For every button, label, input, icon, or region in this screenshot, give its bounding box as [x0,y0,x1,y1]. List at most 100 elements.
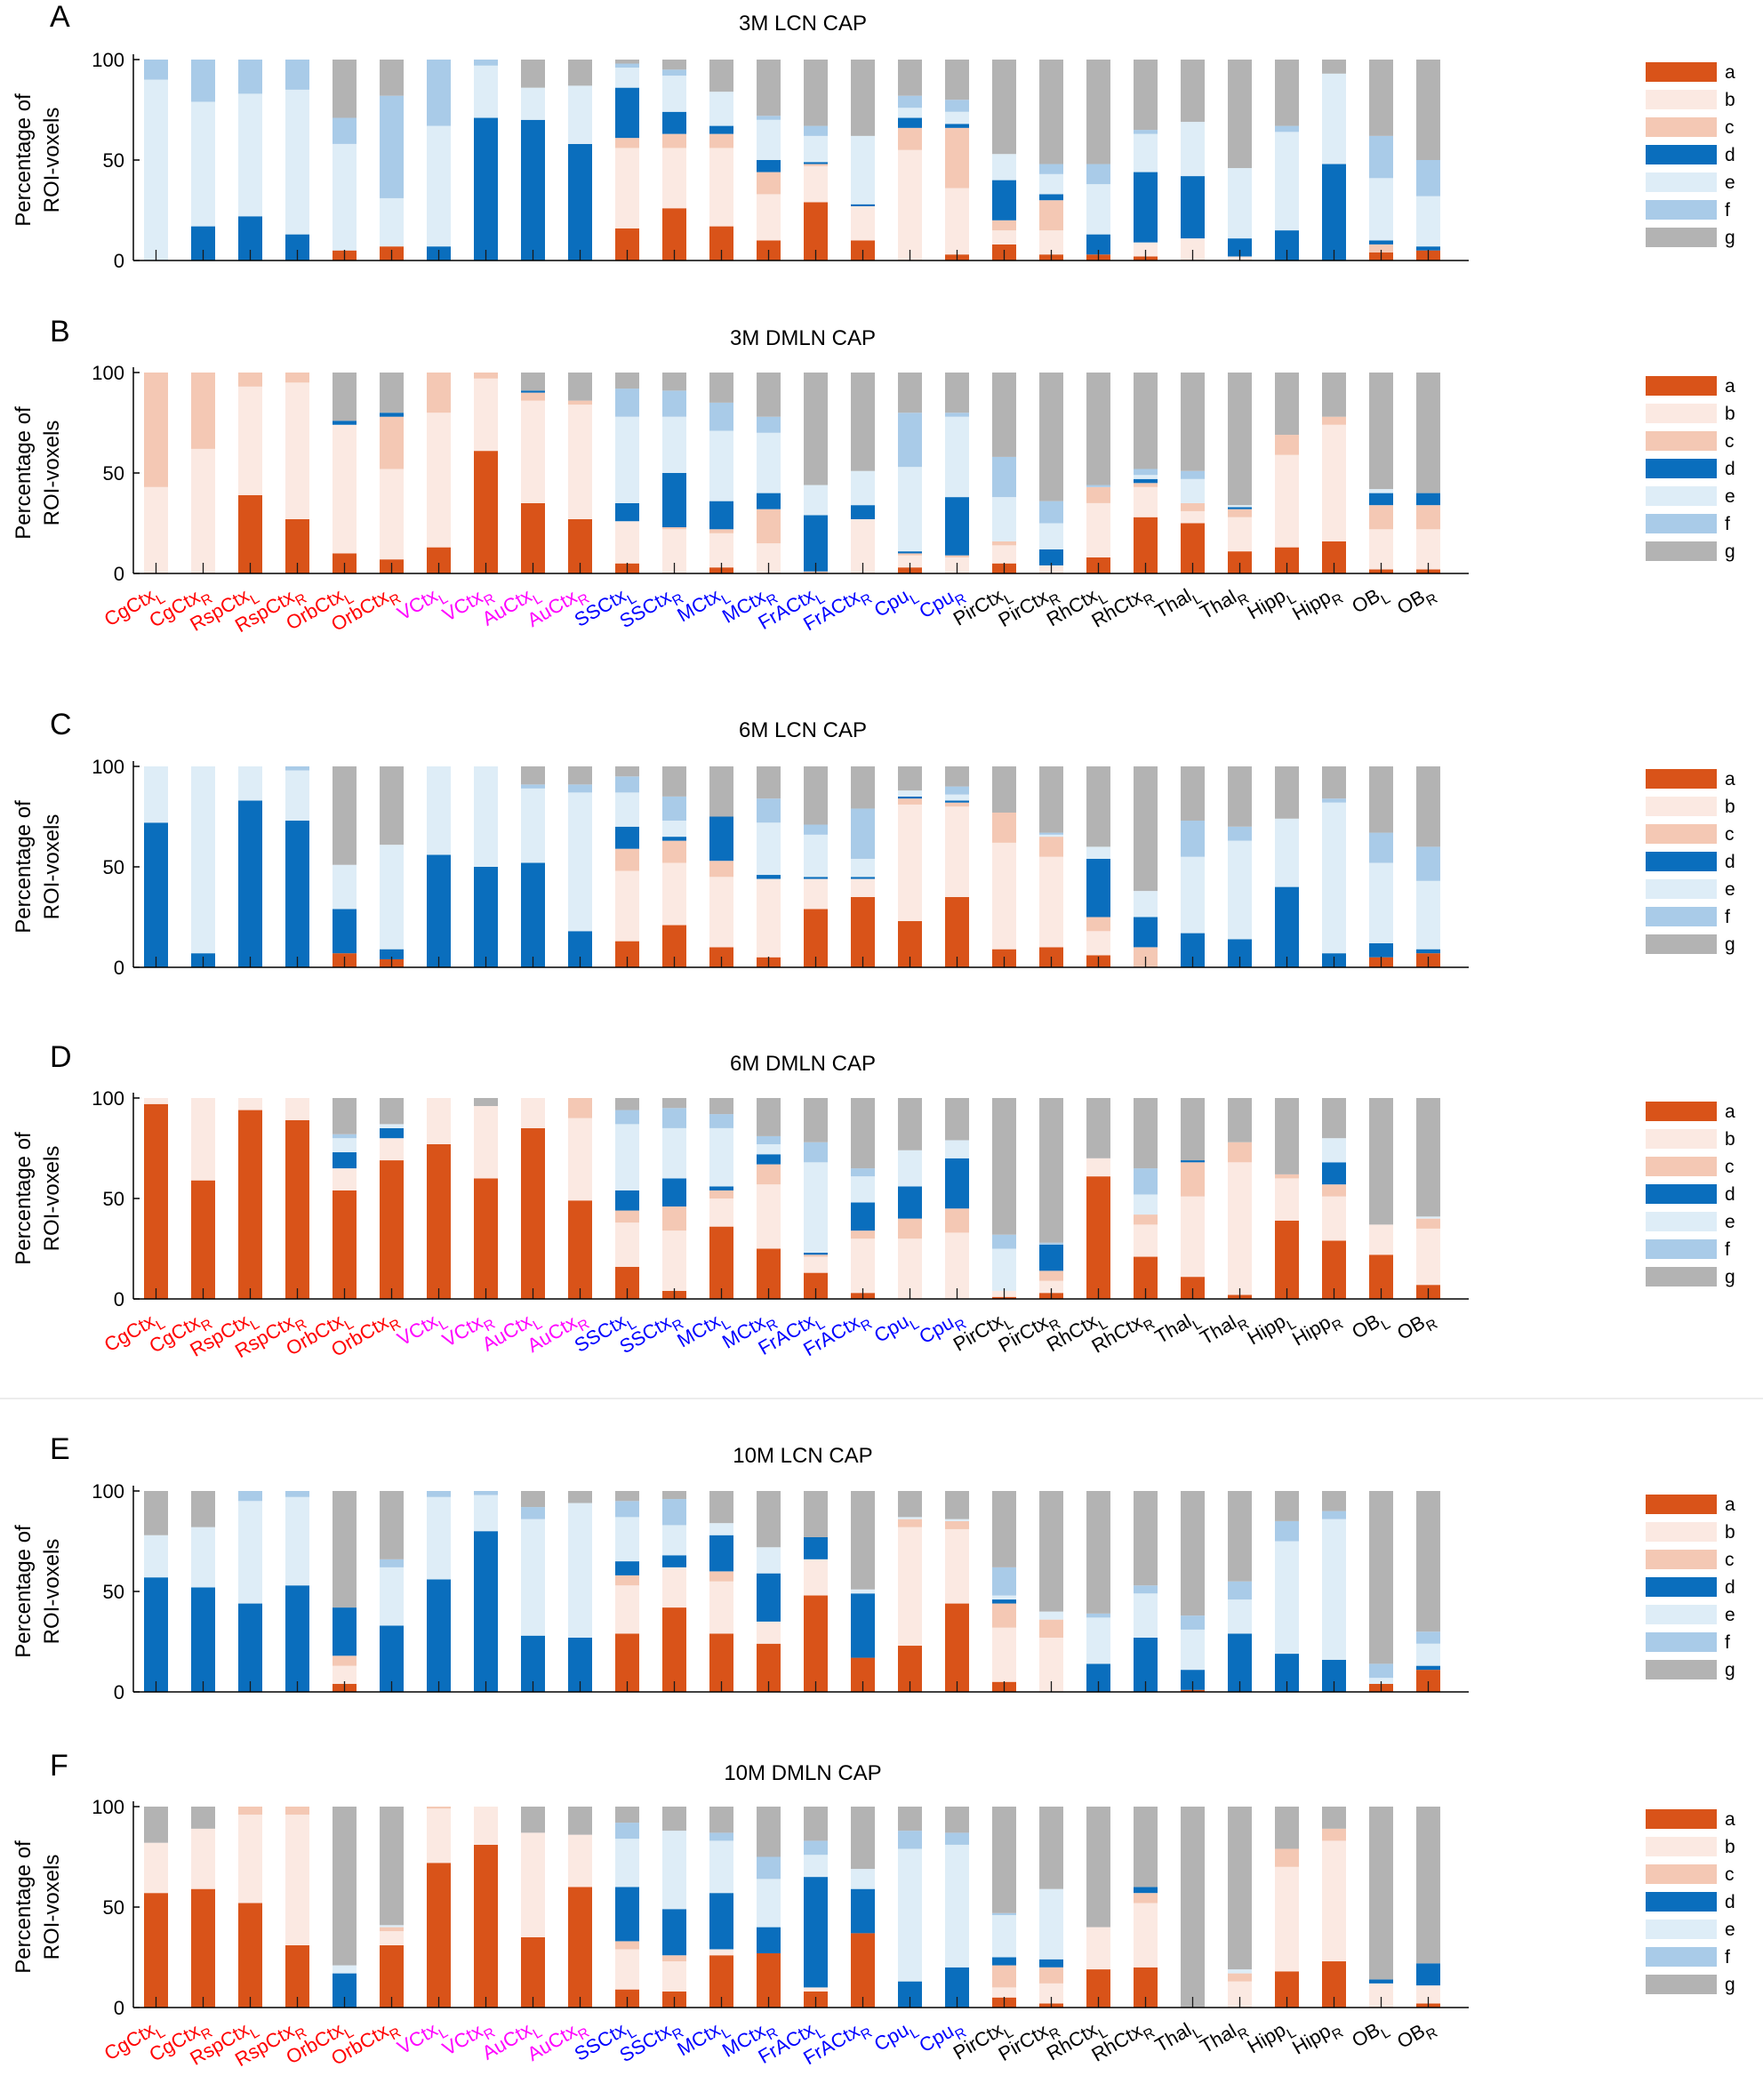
bar-segment-b [1275,1866,1299,1972]
legend-swatch-c [1646,1864,1717,1884]
panel-letter: E [50,1432,70,1466]
bar-segment-e [285,770,309,822]
y-axis-label-line2: ROI-voxels [40,814,64,920]
bar-RhCtx-L [1086,1807,1110,2008]
bar-CgCtx-L [144,1098,168,1299]
bar-segment-a [238,1903,262,2008]
bar-segment-f [992,1234,1016,1249]
bar-segment-c [285,1807,309,1815]
bar-segment-e [615,1839,639,1888]
bar-segment-g [1416,1098,1440,1217]
panel-letter: A [50,0,70,34]
y-axis-label: Percentage of ROI-voxels [12,406,64,540]
bar-MCtx-L [709,1491,733,1692]
bar-Hipp-R [1322,60,1346,260]
bar-segment-g [662,1807,686,1831]
bar-segment-e [1228,168,1252,239]
bar-Cpu-L [898,1807,922,2008]
bar-segment-e [1134,1194,1158,1215]
bar-MCtx-L [709,1807,733,2008]
bar-segment-e [709,1840,733,1894]
bar-segment-f [804,125,828,136]
legend-label-d: d [1725,852,1735,872]
bar-segment-f [1228,1581,1252,1600]
bar-Cpu-L [898,766,922,967]
bar-segment-f [1039,1242,1063,1245]
roi-name: AuCtx [524,585,581,631]
bar-segment-d [757,1573,781,1622]
bar-segment-g [898,1098,922,1150]
bar-FrACtx-R [851,1491,875,1692]
bar-segment-e [1275,132,1299,231]
roi-name: Thal [1196,2019,1240,2057]
bar-segment-e [804,135,828,163]
bar-segment-d [380,1127,404,1139]
bar-VCtx-L [427,1807,451,2008]
bar-segment-g [1416,60,1440,160]
y-tick-label: 100 [92,1796,124,1818]
bar-segment-b [615,870,639,942]
bar-segment-b [945,188,969,255]
legend-label-a: a [1725,1809,1735,1830]
bar-segment-a [945,896,969,967]
bar-segment-f [380,95,404,198]
bar-segment-f [757,1856,781,1880]
bar-segment-c [709,861,733,878]
bar-segment-e [851,1589,875,1594]
bar-segment-d [851,1202,875,1231]
bar-segment-b [285,1098,309,1120]
bar-segment-g [521,373,545,391]
bar-RhCtx-R [1134,1098,1158,1299]
bar-Hipp-L [1275,60,1299,260]
bar-SSCtx-R [662,1807,686,2008]
bar-segment-b [1181,1196,1205,1278]
bar-segment-g [615,1807,639,1823]
bar-segment-d [662,1178,686,1207]
legend-swatch-c [1646,431,1717,451]
bar-segment-c [615,1210,639,1223]
bar-segment-g [945,1807,969,1833]
bar-PirCtx-L [992,1807,1016,2008]
bar-segment-b [568,1834,592,1888]
y-axis-label: Percentage of ROI-voxels [12,800,64,934]
bar-segment-d [1134,478,1158,484]
roi-name: OB [1393,585,1429,619]
bar-MCtx-R [757,1098,781,1299]
bar-segment-f [474,1491,498,1495]
bar-segment-g [804,60,828,126]
bar-PirCtx-L [992,1491,1016,1692]
bar-segment-e [615,1517,639,1562]
bar-OB-R [1416,373,1440,573]
bar-RhCtx-L [1086,373,1110,573]
x-tick-label-OB-R: OBR [1393,2015,1440,2058]
bar-segment-d [1134,1887,1158,1894]
bar-segment-d [285,1585,309,1692]
bar-segment-e [662,1127,686,1179]
bar-segment-d [238,800,262,967]
roi-name: AuCtx [478,584,535,630]
bar-segment-b [757,878,781,958]
bar-segment-e [521,1519,545,1636]
bar-segment-f [1416,1631,1440,1644]
bar-segment-c [1275,435,1299,455]
bar-segment-f [615,1823,639,1840]
bar-RspCtx-R [285,373,309,573]
bar-segment-g [1181,1491,1205,1616]
bar-segment-b [238,386,262,495]
bar-segment-e [1369,862,1393,943]
bar-segment-e [851,1176,875,1203]
bar-segment-b [1039,1280,1063,1294]
bar-segment-e [380,1925,404,1928]
legend-label-d: d [1725,1184,1735,1205]
bar-segment-b [333,1665,357,1684]
bar-Thal-R [1228,1807,1252,2008]
panel-letter: C [50,708,72,741]
legend-label-a: a [1725,376,1735,397]
bar-segment-b [757,1184,781,1249]
legend-label-g: g [1725,1975,1735,1995]
bar-segment-g [521,1491,545,1508]
bar-segment-b [1416,1985,1440,2004]
bar-Thal-L [1181,766,1205,967]
bar-segment-d [144,822,168,967]
bar-OrbCtx-R [380,373,404,573]
